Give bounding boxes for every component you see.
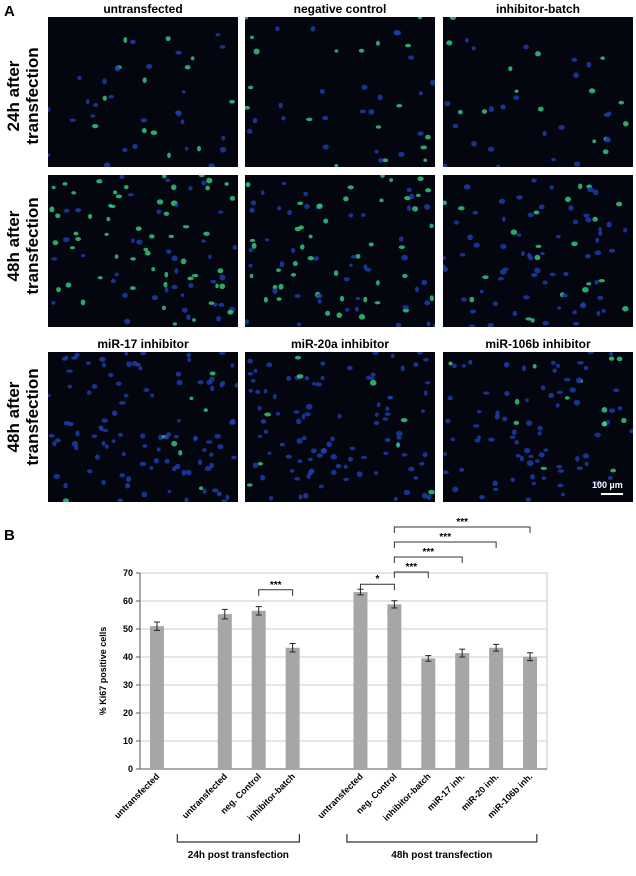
col-title-mir17: miR-17 inhibitor <box>97 337 189 351</box>
col-title-mir106b: miR-106b inhibitor <box>485 337 591 351</box>
significance-bracket <box>393 541 497 548</box>
scale-bar <box>601 493 623 495</box>
bar <box>455 653 470 769</box>
significance-label: *** <box>270 580 282 591</box>
bar <box>217 614 232 769</box>
micrograph-24h-negative-control <box>245 17 435 167</box>
bar-chart: 0 10 20 30 40 50 60 70 % Ki67 positive cells untr… <box>98 517 548 861</box>
scale-bar-label: 100 µm <box>592 480 623 490</box>
significance-label: *** <box>405 562 417 573</box>
col-title-inhibitor-batch: inhibitor-batch <box>496 2 580 16</box>
y-tick-label: 20 <box>123 708 133 718</box>
significance-bracket <box>258 589 294 596</box>
significance-label: *** <box>456 517 468 528</box>
significance-label: *** <box>439 532 451 543</box>
row-label-24h: 24h after transfection <box>4 47 42 145</box>
bar <box>421 658 436 769</box>
col-title-mir20a: miR-20a inhibitor <box>290 337 389 351</box>
row-label-48h: 48h after transfection <box>4 197 42 295</box>
bar <box>149 626 164 769</box>
significance-bracket <box>393 556 463 563</box>
micrograph-mir17-inhibitor <box>48 352 238 502</box>
y-tick-label: 10 <box>123 736 133 746</box>
y-tick-label: 50 <box>123 624 133 634</box>
group-bracket <box>346 834 538 843</box>
plot-area <box>139 572 548 770</box>
group-bracket <box>176 834 301 843</box>
x-tick-label: untransfected <box>112 771 161 820</box>
micrograph-48h-inhibitor-batch <box>443 175 633 327</box>
panel-a-letter: A <box>4 3 15 20</box>
significance-bracket <box>359 583 395 591</box>
bar <box>523 656 538 769</box>
bar <box>387 604 402 769</box>
y-tick-label: 30 <box>123 680 133 690</box>
y-tick-label: 60 <box>123 596 133 606</box>
micrograph-48h-untransfected <box>48 175 238 327</box>
bar <box>285 647 300 769</box>
micrograph-48h-negative-control <box>245 175 435 327</box>
micrograph-mir106b-inhibitor <box>443 352 633 502</box>
micrograph-24h-inhibitor-batch <box>443 17 633 167</box>
significance-bracket <box>393 571 429 578</box>
micrograph-24h-untransfected <box>48 17 238 167</box>
bar <box>353 592 368 769</box>
col-title-untransfected: untransfected <box>103 2 183 16</box>
significance-label: *** <box>422 547 434 558</box>
group-label: 24h post transfection <box>188 850 289 861</box>
y-tick-label: 0 <box>128 764 133 774</box>
bar <box>251 610 266 769</box>
panel-b-letter: B <box>4 527 15 544</box>
row-label-48h-inhibitors: 48h after transfection <box>4 368 42 466</box>
micrograph-mir20a-inhibitor <box>245 352 435 502</box>
significance-bracket <box>393 526 531 533</box>
group-label: 48h post transfection <box>391 850 492 861</box>
col-title-negative-control: negative control <box>293 2 387 16</box>
significance-label: * <box>375 574 379 585</box>
y-axis-label: % Ki67 positive cells <box>98 627 108 716</box>
y-tick-label: 70 <box>123 568 133 578</box>
y-tick-label: 40 <box>123 652 133 662</box>
bar <box>489 647 504 769</box>
